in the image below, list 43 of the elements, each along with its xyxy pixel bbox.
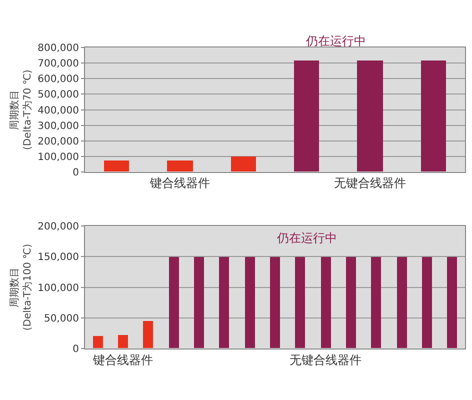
bar [356, 60, 383, 172]
x-tick-label: 无键合线器件 [334, 176, 406, 190]
annotation: 仍在运行中 [276, 231, 337, 245]
y-axis-title: 周期数目 (Delta-T为100 ℃) [8, 244, 34, 331]
bar [294, 257, 305, 348]
bar [168, 257, 179, 348]
bar [244, 257, 255, 348]
bar [446, 257, 457, 348]
y-tick-label: 50,000 [44, 313, 79, 324]
y-axis-title: 周期数目 (Delta-T为70 ℃) [8, 69, 34, 150]
bar [230, 156, 256, 172]
y-tick-label: 800,000 [38, 43, 79, 54]
annotation: 仍在运行中 [305, 34, 366, 48]
bar [420, 60, 446, 172]
bar [396, 257, 407, 348]
y-tick-label: 600,000 [38, 74, 79, 86]
bar [320, 257, 331, 348]
bar [92, 336, 103, 348]
bar [370, 257, 381, 348]
bar [422, 257, 432, 348]
bar [194, 257, 204, 348]
y-tick-label: 0 [72, 167, 79, 178]
bar [346, 257, 356, 348]
y-tick-label: 0 [72, 344, 79, 355]
bar [104, 160, 129, 172]
y-tick-label: 150,000 [38, 252, 79, 264]
bar [294, 60, 319, 172]
y-tick-label: 100,000 [38, 282, 79, 294]
x-tick-label: 键合线器件 [92, 352, 153, 367]
y-tick-label: 100,000 [38, 152, 79, 163]
y-tick-label: 200,000 [38, 222, 79, 233]
bar [118, 335, 128, 348]
bar [218, 257, 229, 348]
bar [166, 160, 193, 172]
y-tick-label: 200,000 [38, 136, 79, 148]
y-tick-label: 700,000 [38, 58, 79, 70]
x-tick-label: 无键合线器件 [290, 352, 362, 367]
y-tick-label: 400,000 [38, 105, 79, 116]
y-tick-label: 500,000 [38, 90, 79, 101]
bar [142, 321, 153, 348]
bar [270, 257, 280, 348]
y-tick-label: 300,000 [38, 120, 79, 132]
x-tick-label: 键合线器件 [148, 176, 210, 190]
